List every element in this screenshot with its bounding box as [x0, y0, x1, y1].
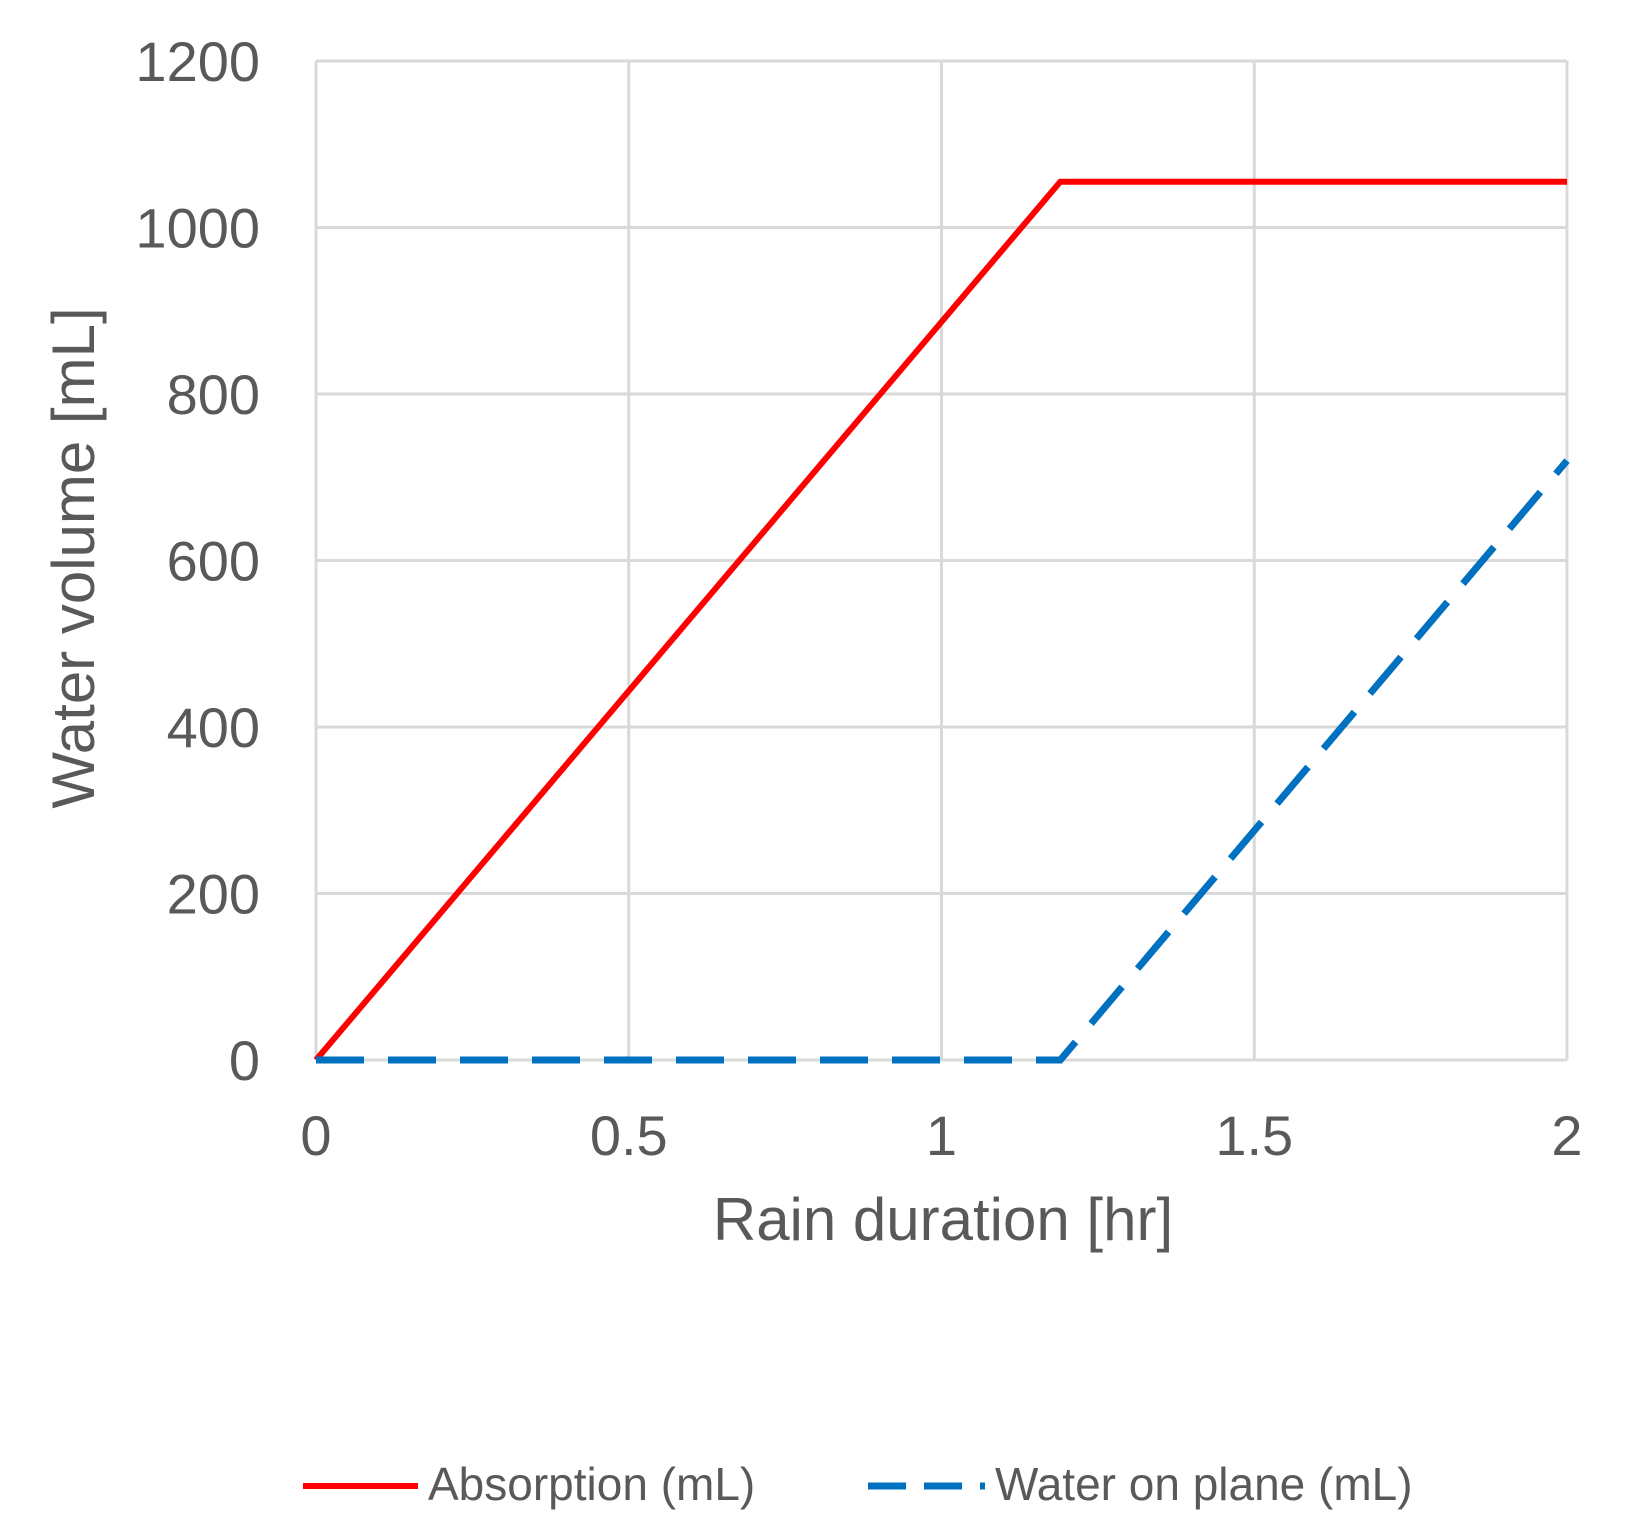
y-tick-label: 200 [167, 863, 260, 926]
series-line-1 [313, 178, 1567, 1062]
x-tick-label: 0.5 [590, 1104, 668, 1167]
y-tick-label: 1200 [135, 30, 260, 93]
x-axis-ticks: 0 0.5 1 1.5 2 [300, 1104, 1582, 1167]
legend-label-1: Absorption (mL) [428, 1458, 755, 1510]
x-tick-label: 2 [1551, 1104, 1582, 1167]
y-tick-label: 800 [167, 363, 260, 426]
series-line-2 [316, 458, 1570, 1064]
gridlines [314, 59, 1569, 1062]
legend-label-2: Water on plane (mL) [995, 1458, 1413, 1510]
x-tick-label: 1 [926, 1104, 957, 1167]
y-tick-label: 400 [167, 696, 260, 759]
x-axis-title: Rain duration [hr] [713, 1186, 1173, 1253]
y-tick-label: 1000 [135, 197, 260, 260]
y-axis-title: Water volume [mL] [40, 307, 107, 808]
x-tick-label: 0 [300, 1104, 331, 1167]
x-tick-label: 1.5 [1215, 1104, 1293, 1167]
series-lines [313, 178, 1570, 1064]
y-tick-label: 0 [229, 1029, 260, 1092]
y-axis-ticks: 0 200 400 600 800 1000 1200 [135, 30, 260, 1092]
y-tick-label: 600 [167, 530, 260, 593]
legend: Absorption (mL) Water on plane (mL) [303, 1458, 1413, 1510]
